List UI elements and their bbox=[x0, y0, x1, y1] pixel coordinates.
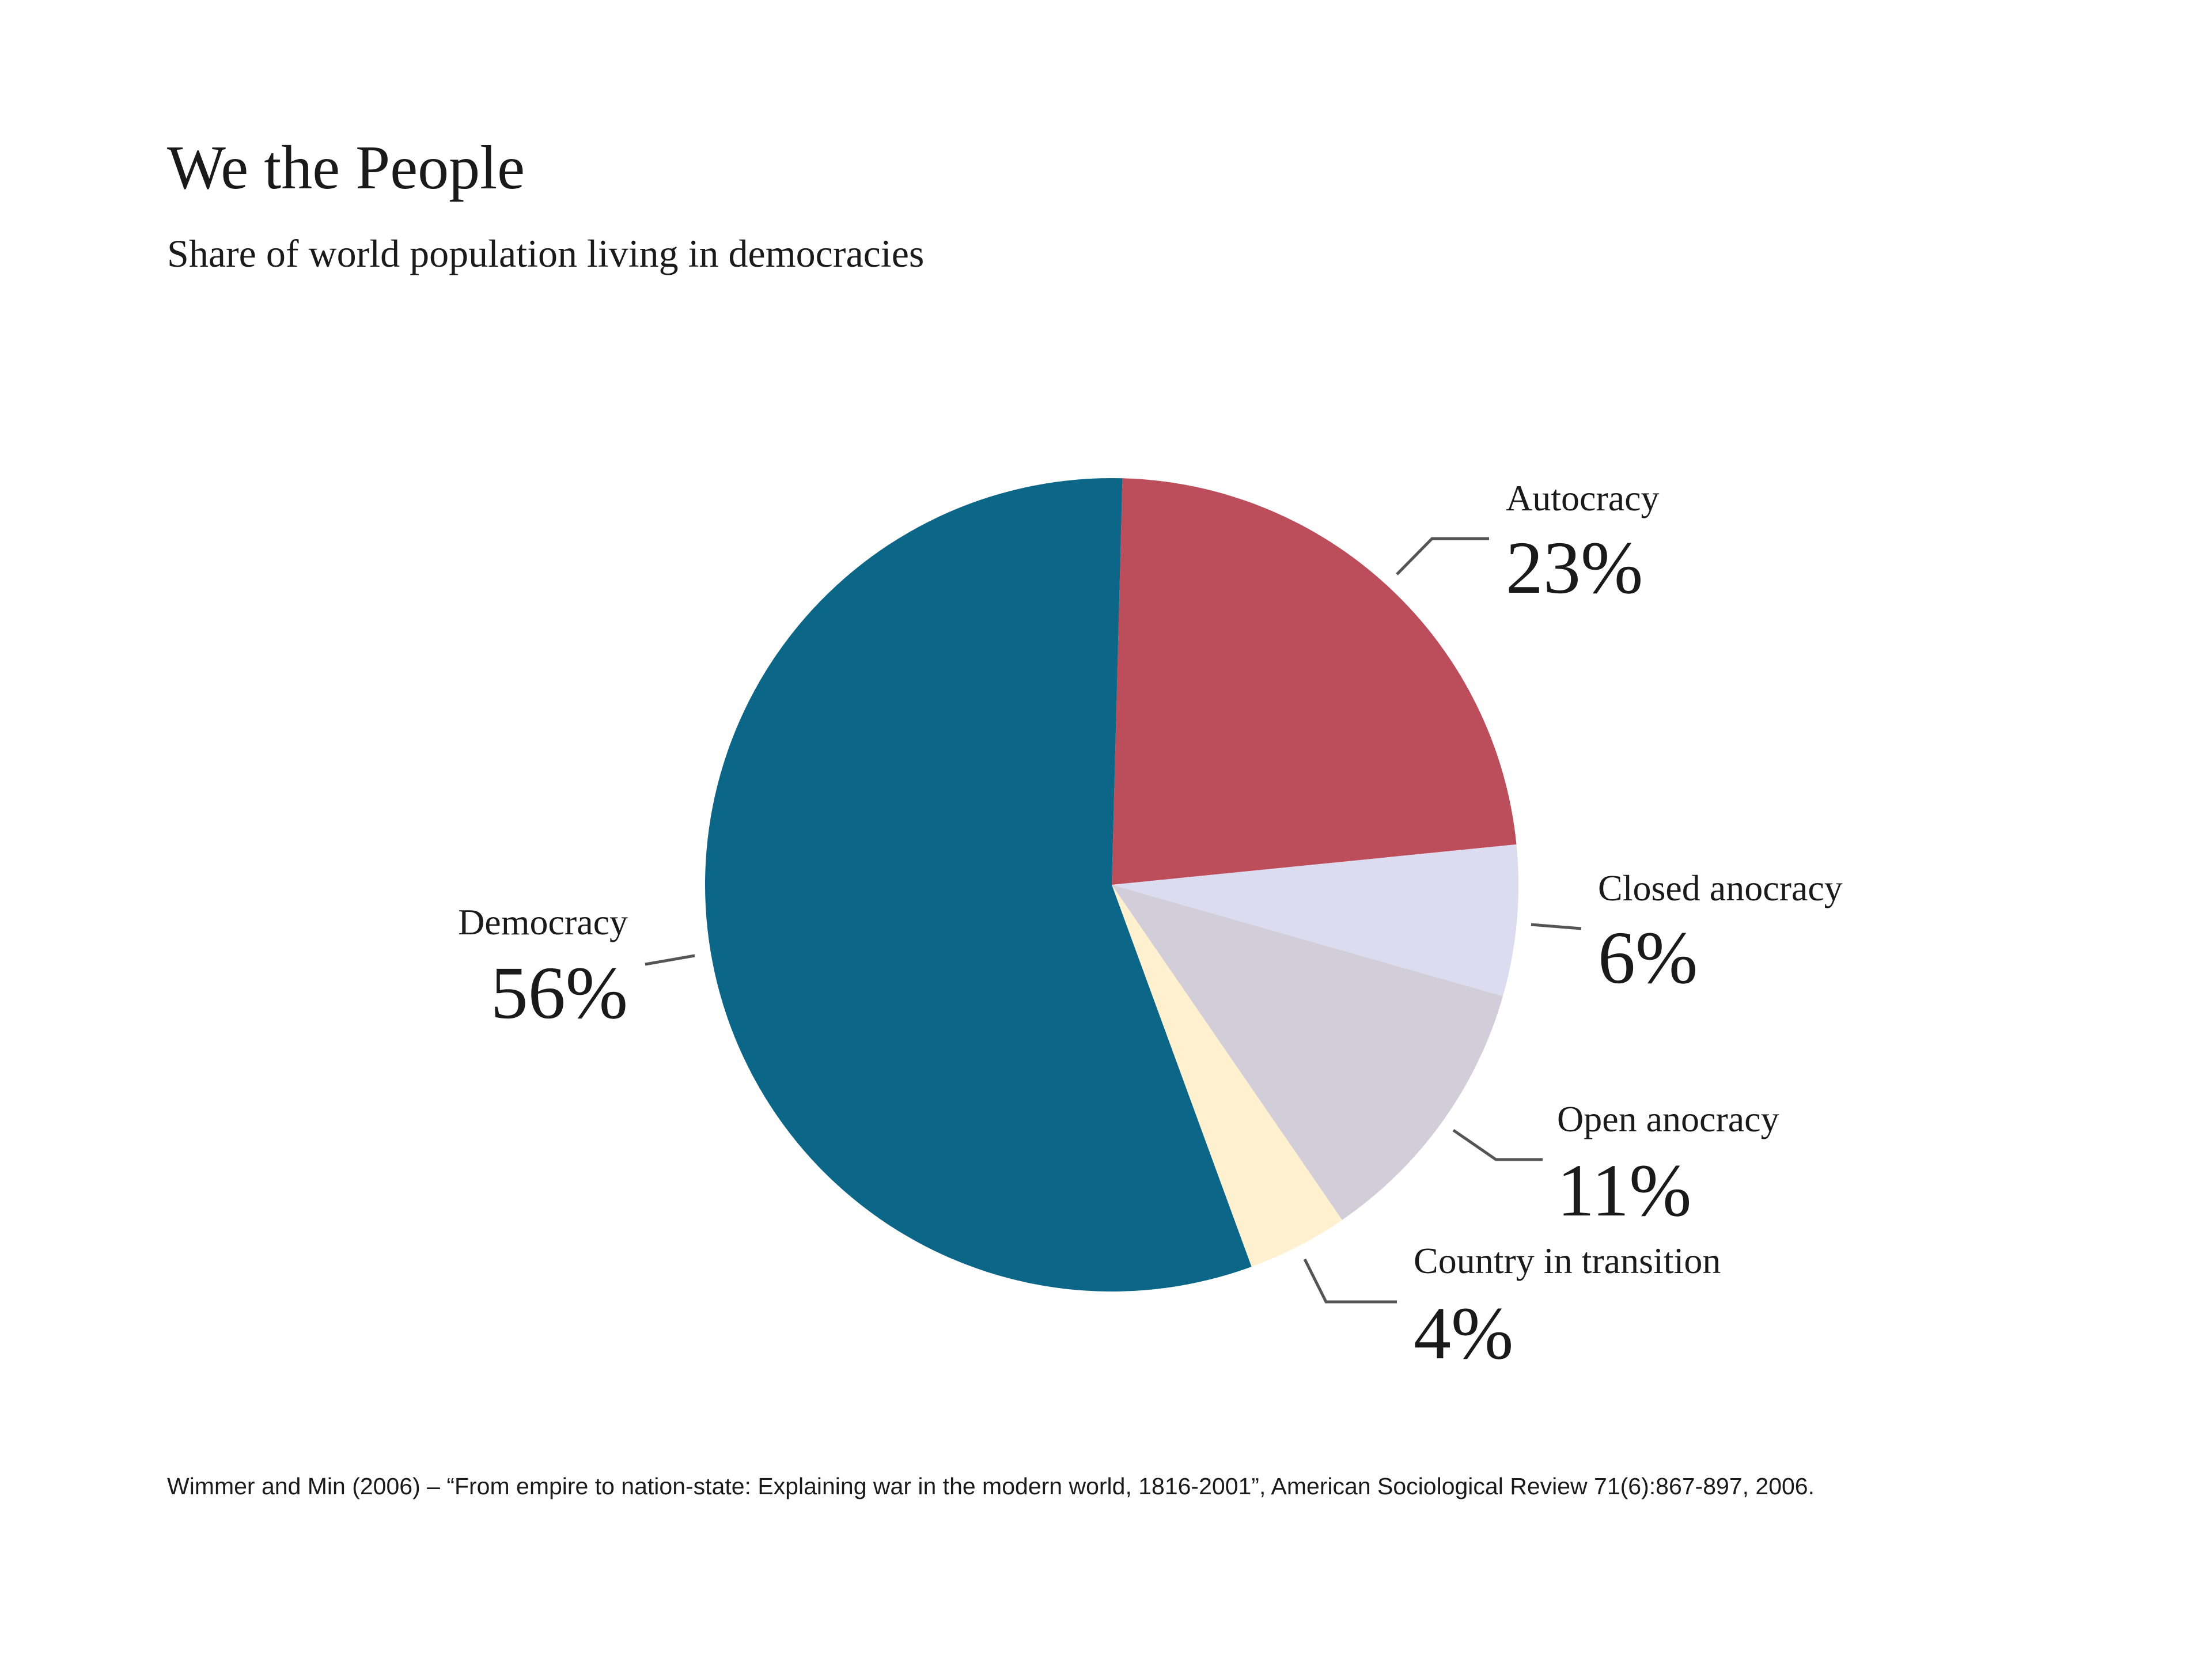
pie-slices bbox=[704, 478, 1519, 1291]
pie-slice-closed-anocracy bbox=[1112, 844, 1519, 997]
leader-line-country-in-transition bbox=[1303, 1258, 1397, 1304]
leader-line-autocracy bbox=[1396, 537, 1489, 575]
pie-slice-open-anocracy bbox=[1112, 885, 1503, 1220]
slice-value-country-in-transition: 4% bbox=[1414, 1292, 1513, 1375]
leader-line-open-anocracy bbox=[1452, 1128, 1543, 1161]
slice-label-closed-anocracy: Closed anocracy bbox=[1598, 868, 1843, 908]
source-note: Wimmer and Min (2006) – “From empire to … bbox=[167, 1473, 1815, 1499]
slice-label-open-anocracy: Open anocracy bbox=[1557, 1099, 1779, 1139]
chart-title: We the People bbox=[167, 134, 525, 202]
chart-subtitle: Share of world population living in demo… bbox=[167, 232, 924, 275]
slice-label-country-in-transition: Country in transition bbox=[1414, 1240, 1721, 1281]
leader-line-closed-anocracy bbox=[1531, 923, 1582, 930]
slice-value-democracy: 56% bbox=[491, 952, 628, 1035]
slice-value-closed-anocracy: 6% bbox=[1598, 916, 1698, 999]
leader-line-democracy bbox=[645, 954, 695, 966]
pie-slice-country-in-transition bbox=[1112, 885, 1342, 1267]
slice-label-democracy: Democracy bbox=[458, 902, 628, 942]
pie-slice-democracy bbox=[704, 478, 1252, 1291]
slice-label-autocracy: Autocracy bbox=[1506, 478, 1660, 518]
slice-labels: Autocracy 23% Closed anocracy 6% Open anocra… bbox=[458, 478, 1843, 1375]
slice-value-open-anocracy: 11% bbox=[1557, 1149, 1691, 1232]
slice-value-autocracy: 23% bbox=[1506, 527, 1643, 609]
pie-slice-autocracy bbox=[1112, 478, 1517, 885]
